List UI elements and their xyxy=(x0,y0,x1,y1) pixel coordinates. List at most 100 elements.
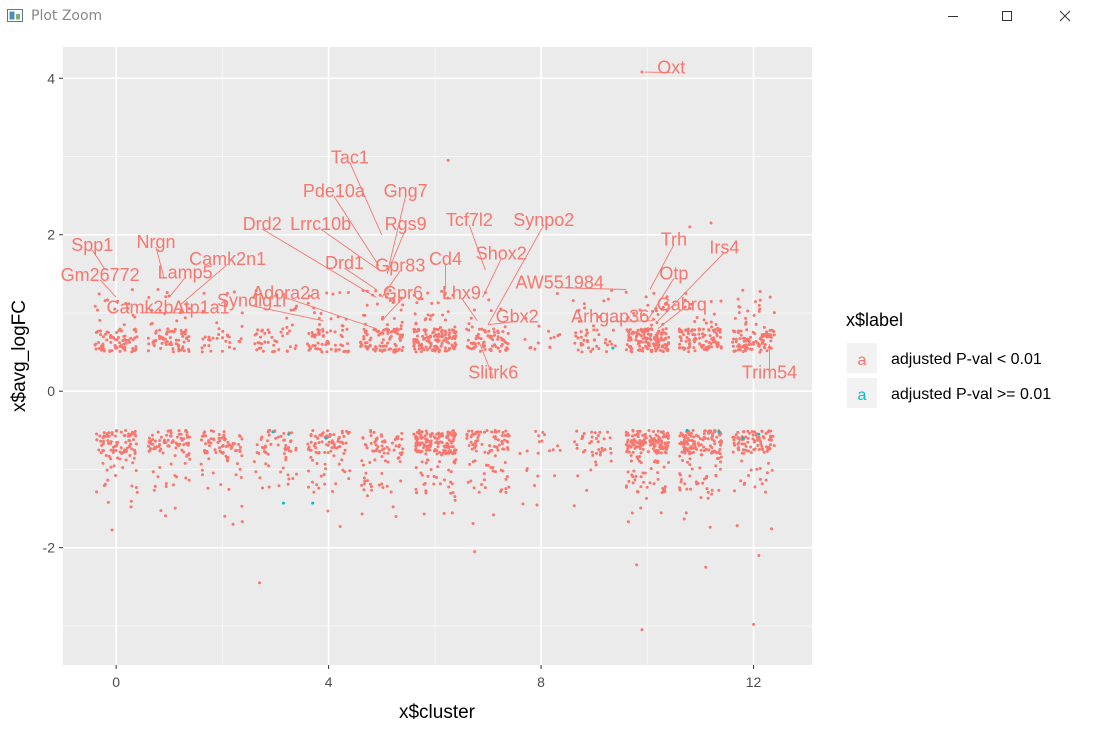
data-point xyxy=(692,440,696,444)
data-point xyxy=(435,452,439,456)
data-point xyxy=(412,432,416,436)
data-point xyxy=(470,433,474,437)
data-point xyxy=(430,301,434,305)
data-point xyxy=(395,349,399,353)
data-point xyxy=(325,443,329,447)
data-point xyxy=(258,476,262,480)
data-point xyxy=(523,337,527,341)
label-segment xyxy=(168,277,186,298)
legend-key-2: a xyxy=(858,387,867,404)
data-point xyxy=(401,345,405,349)
data-point xyxy=(436,465,440,469)
data-point xyxy=(708,334,712,338)
data-point xyxy=(109,457,113,461)
data-point xyxy=(592,324,596,328)
data-point xyxy=(170,441,174,445)
data-point xyxy=(706,430,710,434)
data-point xyxy=(772,330,776,334)
data-point xyxy=(704,321,708,325)
data-point xyxy=(640,70,644,74)
data-point xyxy=(597,333,601,337)
data-point xyxy=(478,349,482,353)
data-point xyxy=(337,462,341,466)
data-point xyxy=(634,338,638,342)
data-point xyxy=(154,329,158,333)
data-point xyxy=(701,344,705,348)
data-point xyxy=(369,441,373,445)
data-point xyxy=(130,484,134,488)
data-point xyxy=(445,340,449,344)
data-point xyxy=(757,435,761,439)
data-point xyxy=(378,450,382,454)
data-point xyxy=(377,329,381,333)
data-point xyxy=(605,350,609,354)
data-point xyxy=(704,339,708,343)
data-point xyxy=(177,338,181,342)
data-point xyxy=(465,327,469,331)
data-point xyxy=(420,430,424,434)
data-point xyxy=(635,330,639,334)
data-point xyxy=(342,434,346,438)
data-point xyxy=(606,343,610,347)
data-point xyxy=(314,450,318,454)
data-point xyxy=(146,349,150,353)
data-point xyxy=(629,453,633,457)
data-point xyxy=(494,437,498,441)
data-point xyxy=(769,443,773,447)
gene-label: Irs4 xyxy=(709,237,739,257)
data-point xyxy=(223,514,227,518)
gene-label: Synpo2 xyxy=(513,210,574,230)
data-point xyxy=(703,436,707,440)
data-point xyxy=(769,339,773,343)
data-point xyxy=(177,347,181,351)
data-point xyxy=(707,344,711,348)
data-point xyxy=(420,342,424,346)
data-point xyxy=(704,565,708,569)
data-point xyxy=(290,323,294,327)
data-point xyxy=(688,343,692,347)
data-point xyxy=(739,333,743,337)
data-point xyxy=(108,335,112,339)
data-point xyxy=(487,298,491,302)
data-point xyxy=(384,344,388,348)
data-point xyxy=(741,350,745,354)
data-point xyxy=(267,464,271,468)
data-point xyxy=(769,335,773,339)
data-point xyxy=(694,337,698,341)
label-segment xyxy=(285,297,377,330)
data-point xyxy=(437,435,441,439)
data-point xyxy=(744,448,748,452)
close-button[interactable] xyxy=(1042,0,1088,32)
data-point xyxy=(594,436,598,440)
data-point xyxy=(424,461,428,465)
gene-label: Trh xyxy=(661,230,687,250)
data-point xyxy=(679,339,683,343)
data-point xyxy=(712,439,716,443)
data-point xyxy=(279,330,283,334)
data-point xyxy=(446,436,450,440)
maximize-button[interactable] xyxy=(984,0,1030,32)
data-point xyxy=(678,473,682,477)
data-point xyxy=(453,341,457,345)
data-point xyxy=(632,331,636,335)
data-point xyxy=(159,447,163,451)
data-point xyxy=(415,301,419,305)
data-point xyxy=(158,328,162,332)
minimize-button[interactable] xyxy=(930,0,976,32)
data-point xyxy=(430,432,434,436)
data-point xyxy=(500,434,504,438)
data-point xyxy=(470,429,474,433)
data-point xyxy=(323,482,327,486)
gene-label: Gbx2 xyxy=(496,306,539,326)
data-point xyxy=(503,434,507,438)
data-point xyxy=(731,329,735,333)
data-point xyxy=(737,311,741,315)
data-point xyxy=(220,349,224,353)
data-point xyxy=(446,430,450,434)
data-point xyxy=(294,306,298,310)
data-point xyxy=(151,470,155,474)
data-point xyxy=(589,468,593,472)
data-point xyxy=(318,323,322,327)
data-point xyxy=(635,489,639,493)
data-point xyxy=(162,438,166,442)
